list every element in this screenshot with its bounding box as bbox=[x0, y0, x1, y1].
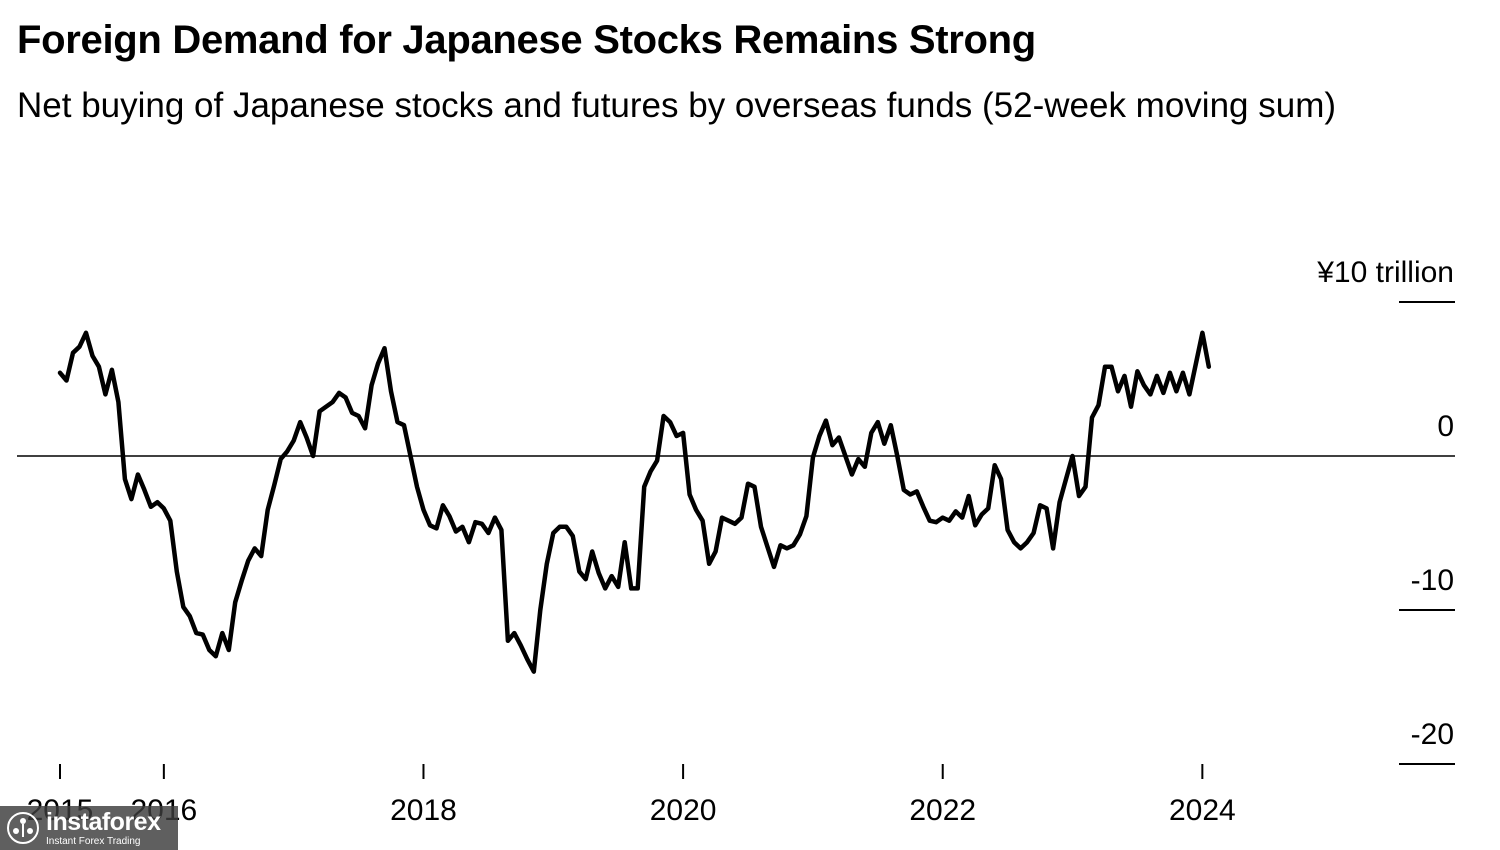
y-tick-label: 0 bbox=[1437, 410, 1454, 443]
series-line bbox=[57, 330, 1212, 674]
axis-labels: ¥10 trillion0-10-20201520162018202020222… bbox=[27, 256, 1454, 827]
watermark-badge: instaforex Instant Forex Trading bbox=[0, 806, 178, 850]
x-tick-label: 2022 bbox=[909, 794, 976, 827]
watermark-tagline: Instant Forex Trading bbox=[46, 835, 141, 847]
gridlines bbox=[17, 301, 1455, 765]
watermark-brand: instaforex bbox=[46, 807, 161, 836]
axis-ticks bbox=[59, 764, 1204, 779]
series-layer bbox=[57, 330, 1212, 674]
y-tick-label: -10 bbox=[1411, 564, 1454, 597]
y-tick-label: ¥10 trillion bbox=[1316, 256, 1454, 289]
x-tick-label: 2024 bbox=[1169, 794, 1236, 827]
chart-title: Foreign Demand for Japanese Stocks Remai… bbox=[17, 18, 1036, 62]
instaforex-logo-icon bbox=[7, 812, 39, 844]
x-tick-label: 2020 bbox=[650, 794, 717, 827]
chart-subtitle: Net buying of Japanese stocks and future… bbox=[17, 86, 1337, 125]
y-tick-label: -20 bbox=[1411, 718, 1454, 751]
x-tick-label: 2018 bbox=[390, 794, 457, 827]
